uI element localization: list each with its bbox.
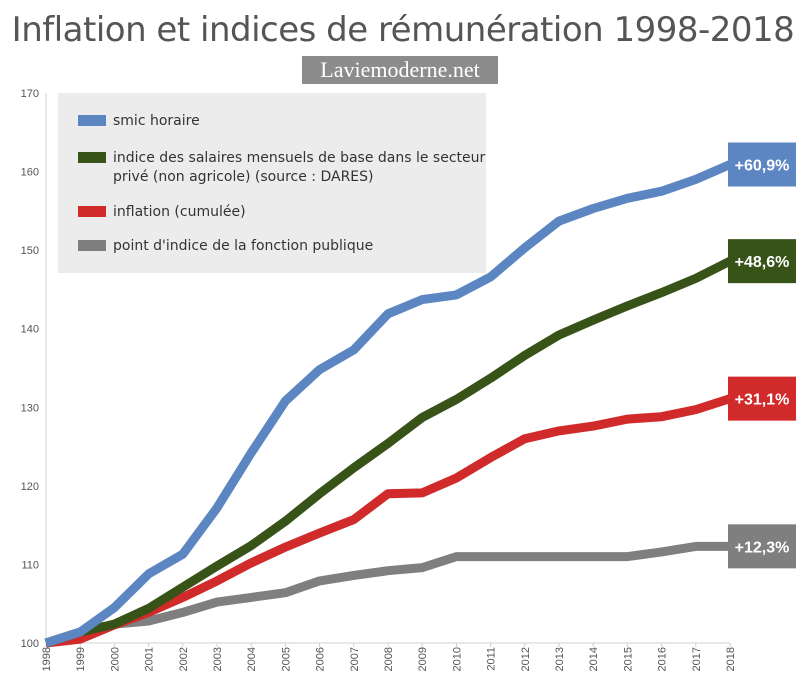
x-tick-label: 2016 (657, 647, 669, 671)
x-tick-label: 2004 (246, 647, 258, 671)
x-tick-label: 2018 (725, 647, 737, 671)
y-tick-label: 130 (21, 402, 39, 414)
legend-swatch (78, 152, 106, 163)
x-tick-label: 2001 (144, 647, 156, 671)
end-label-box (728, 524, 796, 569)
x-tick-label: 1999 (75, 647, 87, 671)
end-label: +31,1% (735, 392, 790, 409)
legend-box (58, 93, 486, 273)
y-tick-label: 150 (21, 245, 39, 257)
legend-swatch (78, 206, 106, 217)
chart-title: Inflation et indices de rémunération 199… (11, 10, 795, 50)
end-label: +12,3% (735, 539, 790, 556)
end-label-box (728, 376, 796, 421)
series-line (44, 160, 732, 648)
legend-label: indice des salaires mensuels de base dan… (113, 150, 486, 185)
legend-swatch (78, 240, 106, 251)
x-tick-label: 2015 (622, 647, 634, 671)
x-tick-label: 2002 (178, 647, 190, 671)
y-tick-label: 170 (21, 88, 39, 100)
legend-label: inflation (cumulée) (113, 204, 246, 220)
x-tick-label: 2000 (109, 647, 121, 671)
legend-label: smic horaire (113, 113, 200, 129)
end-label: +48,6% (735, 254, 790, 271)
series-line (45, 394, 732, 648)
x-tick-label: 2008 (383, 647, 395, 671)
y-tick-label: 120 (21, 481, 39, 493)
x-tick-label: 2010 (451, 647, 463, 671)
x-tick-label: 2012 (520, 647, 532, 671)
y-tick-label: 160 (21, 167, 39, 179)
x-tick-label: 2017 (691, 647, 703, 671)
x-tick-label: 1998 (41, 647, 53, 671)
x-tick-label: 2013 (554, 647, 566, 671)
end-label-box (728, 142, 796, 187)
x-tick-label: 2011 (486, 647, 498, 671)
series-line (44, 541, 730, 648)
x-tick-label: 2009 (417, 647, 429, 671)
end-label-box (728, 239, 796, 284)
series-line (44, 257, 733, 648)
y-tick-label: 140 (21, 324, 39, 336)
x-tick-label: 2014 (588, 647, 600, 671)
end-label: +60,9% (735, 158, 790, 175)
x-tick-label: 2006 (315, 647, 327, 671)
y-tick-label: 100 (21, 638, 39, 650)
y-tick-label: 110 (21, 559, 39, 571)
legend-label: point d'indice de la fonction publique (113, 238, 373, 254)
x-tick-label: 2007 (349, 647, 361, 671)
legend-swatch (78, 115, 106, 126)
x-tick-label: 2003 (212, 647, 224, 671)
x-tick-label: 2005 (280, 647, 292, 671)
watermark: Laviemoderne.net (302, 56, 498, 84)
